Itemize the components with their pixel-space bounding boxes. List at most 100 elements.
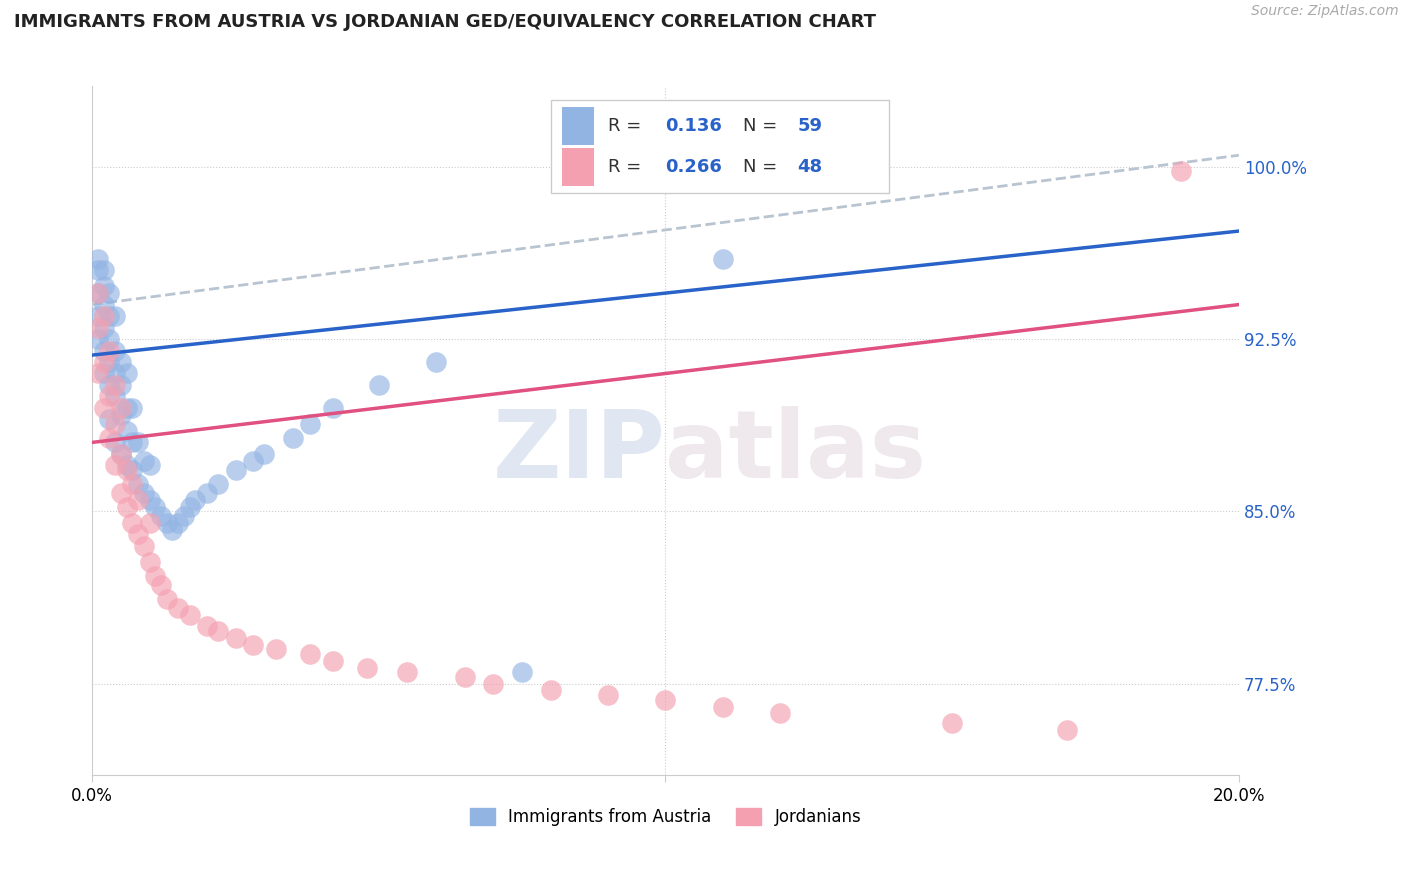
Text: 59: 59	[797, 117, 823, 136]
Point	[87, 263, 110, 277]
Point	[104, 367, 127, 381]
Text: ZIP: ZIP	[492, 406, 665, 498]
Point	[299, 417, 322, 431]
Point	[224, 631, 246, 645]
Point	[93, 343, 115, 358]
Text: 0.266: 0.266	[665, 158, 723, 176]
FancyBboxPatch shape	[551, 100, 889, 194]
Point	[138, 555, 160, 569]
Point	[110, 401, 132, 415]
Point	[138, 492, 160, 507]
Point	[110, 447, 132, 461]
Point	[454, 670, 477, 684]
Point	[322, 401, 344, 415]
Point	[1170, 164, 1192, 178]
Point	[110, 378, 132, 392]
Point	[93, 355, 115, 369]
Point	[93, 320, 115, 334]
Point	[93, 401, 115, 415]
Point	[87, 286, 110, 301]
Text: N =: N =	[744, 117, 783, 136]
Point	[396, 665, 419, 679]
Point	[121, 516, 143, 530]
Point	[127, 435, 149, 450]
Point	[115, 401, 138, 415]
Point	[93, 367, 115, 381]
Point	[93, 297, 115, 311]
Point	[104, 389, 127, 403]
Text: Source: ZipAtlas.com: Source: ZipAtlas.com	[1251, 4, 1399, 19]
Bar	[562, 107, 595, 145]
Point	[104, 309, 127, 323]
Point	[110, 408, 132, 422]
Point	[98, 389, 121, 403]
Point	[87, 320, 110, 334]
Text: 0.136: 0.136	[665, 117, 723, 136]
Point	[104, 435, 127, 450]
Point	[110, 447, 132, 461]
Point	[367, 378, 389, 392]
Point	[654, 692, 676, 706]
Point	[93, 279, 115, 293]
Point	[98, 286, 121, 301]
Point	[98, 378, 121, 392]
Point	[1056, 723, 1078, 737]
Point	[138, 458, 160, 473]
Point	[173, 508, 195, 523]
Point	[711, 699, 734, 714]
Point	[121, 435, 143, 450]
Point	[110, 486, 132, 500]
Point	[482, 676, 505, 690]
Point	[184, 492, 207, 507]
Point	[224, 463, 246, 477]
Point	[143, 568, 166, 582]
Point	[253, 447, 276, 461]
Point	[104, 458, 127, 473]
Bar	[562, 148, 595, 186]
Point	[167, 516, 190, 530]
Point	[242, 638, 264, 652]
Point	[98, 343, 121, 358]
Point	[87, 332, 110, 346]
Text: IMMIGRANTS FROM AUSTRIA VS JORDANIAN GED/EQUIVALENCY CORRELATION CHART: IMMIGRANTS FROM AUSTRIA VS JORDANIAN GED…	[14, 13, 876, 31]
Point	[510, 665, 533, 679]
Point	[127, 476, 149, 491]
Point	[115, 500, 138, 514]
Point	[87, 367, 110, 381]
Point	[195, 619, 218, 633]
Point	[87, 286, 110, 301]
Text: 48: 48	[797, 158, 823, 176]
Point	[769, 706, 792, 721]
Point	[167, 600, 190, 615]
Point	[115, 367, 138, 381]
Point	[149, 578, 172, 592]
Text: R =: R =	[609, 158, 647, 176]
Point	[425, 355, 447, 369]
Point	[98, 355, 121, 369]
Point	[87, 252, 110, 266]
Point	[132, 486, 155, 500]
Point	[207, 476, 229, 491]
Point	[149, 508, 172, 523]
Point	[711, 252, 734, 266]
Point	[179, 607, 201, 622]
Text: N =: N =	[744, 158, 783, 176]
Text: atlas: atlas	[665, 406, 927, 498]
Point	[104, 417, 127, 431]
Point	[121, 463, 143, 477]
Point	[121, 476, 143, 491]
Point	[132, 454, 155, 468]
Point	[104, 378, 127, 392]
Point	[104, 343, 127, 358]
Point	[156, 516, 179, 530]
Point	[242, 454, 264, 468]
Text: R =: R =	[609, 117, 647, 136]
Point	[87, 309, 110, 323]
Point	[115, 424, 138, 438]
Point	[127, 492, 149, 507]
Point	[941, 715, 963, 730]
Point	[127, 527, 149, 541]
Point	[110, 355, 132, 369]
Point	[162, 523, 184, 537]
Point	[264, 642, 287, 657]
